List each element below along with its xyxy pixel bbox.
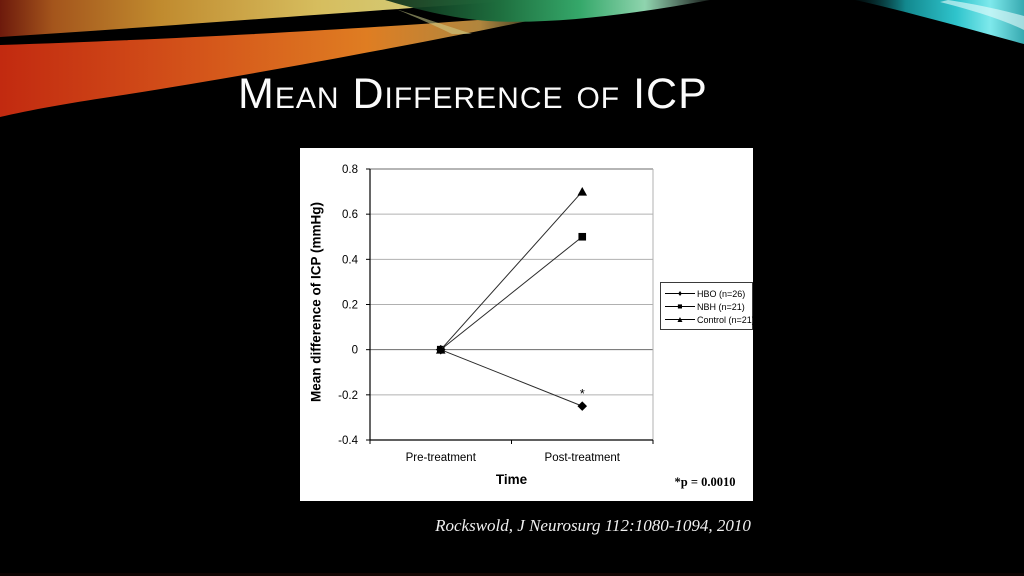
legend-marker-triangle: ▲ [665,314,695,324]
legend-label: Control (n=21) [697,314,755,325]
y-tick-label: 0.6 [342,209,358,221]
x-axis-title: Time [495,472,528,487]
citation: Rockswold, J Neurosurg 112:1080-1094, 20… [435,516,751,535]
y-tick-label: 0.2 [342,300,358,312]
bottom-edge-glow [0,573,1024,576]
significance-star: * [580,386,585,401]
chart-legend: ♦ HBO (n=26) ■ NBH (n=21) ▲ Control (n=21) [660,282,755,330]
ribbon-cyan-corner [855,0,1024,44]
legend-label: HBO (n=26) [697,288,746,299]
ribbon-green-band [385,0,710,22]
y-tick-label: 0.4 [342,254,359,266]
series-line [440,349,583,407]
chart-svg: -0.4 -0.2 0 0.2 0.4 0.6 0.8 Pre-treatment Post-t… [338,164,654,464]
legend-marker-square: ■ [665,301,695,311]
series-line [440,191,583,351]
legend-item: ♦ HBO (n=26) [665,287,750,300]
marker-triangle [435,345,446,354]
marker-square [578,232,587,241]
ribbon-gold-band [0,0,530,37]
x-tick-label: Pre-treatment [406,452,477,464]
y-tick-label: 0 [352,345,358,357]
legend-item: ▲ Control (n=21) [665,313,755,326]
slide-title: Mean Difference of ICP [238,70,708,118]
y-tick-label: -0.4 [338,435,358,447]
y-tick-label: 0.8 [342,164,358,176]
ribbon-decoration [0,0,1024,117]
ribbon-cyan-highlight [940,0,1024,30]
marker-diamond [577,401,588,411]
ribbon-orange-band [0,13,565,117]
y-tick-label: -0.2 [338,390,358,402]
legend-marker-diamond: ♦ [665,288,695,298]
marker-triangle [577,186,588,196]
legend-label: NBH (n=21) [697,301,745,312]
chart-panel: Mean difference of ICP (mmHg) -0.4 -0.2 0 0… [300,148,755,501]
legend-item: ■ NBH (n=21) [665,300,750,313]
p-value-note: *p = 0.0010 [674,475,736,489]
x-tick-label: Post-treatment [545,452,621,464]
series-line [440,236,583,351]
ribbon-pale-streak [396,9,472,34]
